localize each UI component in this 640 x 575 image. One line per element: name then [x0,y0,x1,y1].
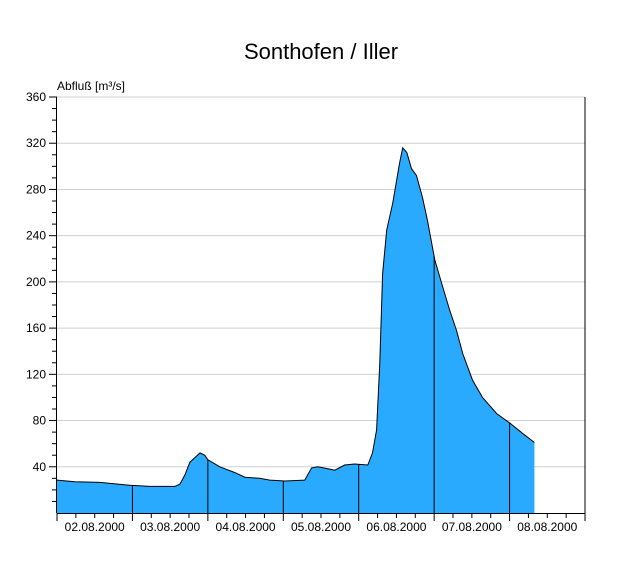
x-tick-label: 07.08.2000 [442,520,502,534]
x-tick-label: 06.08.2000 [366,520,426,534]
x-tick-label: 08.08.2000 [517,520,577,534]
y-tick-label: 280 [26,182,46,196]
y-tick-label: 240 [26,229,46,243]
x-tick-label: 05.08.2000 [291,520,351,534]
y-tick-label: 120 [26,367,46,381]
x-tick-label: 04.08.2000 [216,520,276,534]
y-tick-label: 80 [33,414,47,428]
y-tick-label: 360 [26,90,46,104]
y-axis-label: Abfluß [m³/s] [57,79,125,93]
y-tick-label: 320 [26,136,46,150]
y-tick-label: 160 [26,321,46,335]
x-tick-label: 02.08.2000 [65,520,125,534]
series-line [56,146,535,487]
area-fill [57,147,535,514]
y-tick-label: 200 [26,275,46,289]
y-tick-label: 40 [33,460,47,474]
chart-title: Sonthofen / Iller [244,39,398,64]
x-tick-label: 03.08.2000 [140,520,200,534]
